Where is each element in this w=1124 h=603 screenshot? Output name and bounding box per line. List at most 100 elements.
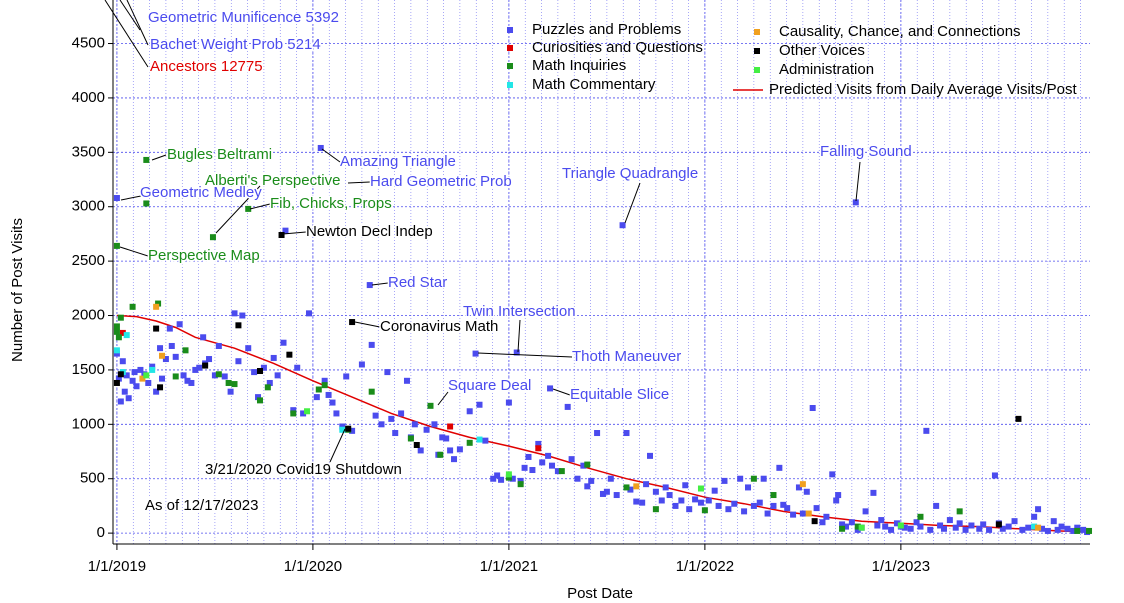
point bbox=[962, 526, 969, 533]
point bbox=[264, 384, 271, 391]
legend-marker bbox=[507, 82, 513, 88]
point bbox=[366, 282, 373, 289]
point bbox=[225, 379, 232, 386]
point bbox=[413, 441, 420, 448]
point bbox=[937, 522, 944, 529]
point bbox=[976, 525, 983, 532]
point bbox=[893, 520, 900, 527]
point bbox=[1031, 513, 1038, 520]
point bbox=[121, 388, 128, 395]
annotation: Square Deal bbox=[448, 377, 531, 394]
point bbox=[854, 526, 861, 533]
point bbox=[315, 386, 322, 393]
point bbox=[574, 475, 581, 482]
y-tick-label: 3000 bbox=[72, 198, 105, 215]
point bbox=[466, 439, 473, 446]
point bbox=[1070, 527, 1077, 534]
point bbox=[339, 426, 346, 433]
point bbox=[251, 369, 258, 376]
point bbox=[158, 375, 165, 382]
point bbox=[652, 488, 659, 495]
point bbox=[731, 500, 738, 507]
annotation-connector bbox=[104, 0, 149, 68]
point bbox=[715, 502, 722, 509]
point bbox=[547, 385, 554, 392]
point bbox=[1005, 523, 1012, 530]
point bbox=[862, 508, 869, 515]
point bbox=[741, 508, 748, 515]
point bbox=[721, 477, 728, 484]
point bbox=[666, 492, 673, 499]
annotation-connector bbox=[215, 185, 261, 234]
annotation: Bachet Weight Prob 5214 bbox=[150, 36, 321, 53]
point bbox=[784, 505, 791, 512]
annotation-connector bbox=[477, 352, 573, 358]
point bbox=[398, 410, 405, 417]
point bbox=[155, 300, 162, 307]
point bbox=[952, 524, 959, 531]
x-tick-label: 1/1/2020 bbox=[284, 558, 342, 575]
point bbox=[956, 508, 963, 515]
point bbox=[129, 377, 136, 384]
point bbox=[842, 523, 849, 530]
point bbox=[805, 510, 812, 517]
point bbox=[897, 522, 904, 529]
point bbox=[1044, 527, 1051, 534]
annotation: Thoth Maneuver bbox=[572, 348, 681, 365]
x-tick-label: 1/1/2019 bbox=[88, 558, 146, 575]
point bbox=[852, 199, 859, 206]
annotation-connector bbox=[321, 148, 341, 163]
point bbox=[701, 507, 708, 514]
point bbox=[833, 497, 840, 504]
point bbox=[813, 505, 820, 512]
point bbox=[490, 475, 497, 482]
point bbox=[1050, 518, 1057, 525]
legend-marker bbox=[754, 67, 760, 73]
annotation-connector bbox=[151, 154, 167, 161]
point bbox=[209, 234, 216, 241]
point bbox=[505, 474, 512, 481]
point bbox=[584, 483, 591, 490]
point bbox=[517, 481, 524, 488]
point bbox=[888, 526, 895, 533]
point bbox=[599, 490, 606, 497]
point bbox=[113, 350, 120, 357]
point bbox=[176, 321, 183, 328]
point bbox=[196, 364, 203, 371]
point bbox=[811, 518, 818, 525]
point bbox=[231, 381, 238, 388]
legend-label: Other Voices bbox=[779, 42, 865, 59]
point bbox=[870, 489, 877, 496]
point bbox=[266, 379, 273, 386]
point bbox=[215, 371, 222, 378]
point bbox=[321, 382, 328, 389]
point bbox=[923, 427, 930, 434]
point bbox=[143, 200, 150, 207]
point bbox=[1038, 525, 1045, 532]
annotation-connector bbox=[437, 391, 449, 406]
point bbox=[750, 475, 757, 482]
point bbox=[874, 522, 881, 529]
annotation-connector bbox=[354, 321, 381, 328]
point bbox=[235, 322, 242, 329]
point bbox=[627, 486, 634, 493]
point bbox=[835, 492, 842, 499]
point bbox=[317, 144, 324, 151]
point bbox=[549, 462, 556, 469]
point bbox=[1031, 523, 1038, 530]
point bbox=[149, 366, 156, 373]
point bbox=[439, 434, 446, 441]
point bbox=[697, 499, 704, 506]
point bbox=[119, 329, 126, 336]
point bbox=[182, 347, 189, 354]
point bbox=[799, 481, 806, 488]
point bbox=[117, 371, 124, 378]
point bbox=[280, 339, 287, 346]
point bbox=[513, 349, 520, 356]
point bbox=[535, 440, 542, 447]
point bbox=[823, 513, 830, 520]
annotation: Twin Intersection bbox=[463, 303, 576, 320]
y-tick-label: 2500 bbox=[72, 252, 105, 269]
point bbox=[1064, 525, 1071, 532]
point bbox=[603, 488, 610, 495]
